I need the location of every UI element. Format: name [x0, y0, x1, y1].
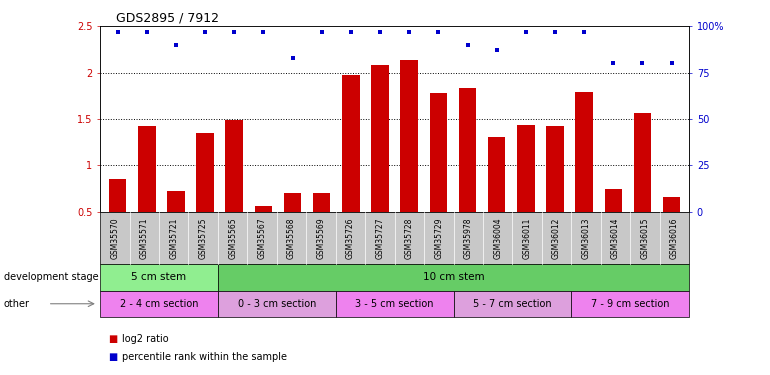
Bar: [604, 189, 622, 212]
Bar: [517, 124, 534, 212]
Text: GSM36013: GSM36013: [581, 217, 591, 259]
Bar: [342, 75, 360, 212]
Text: GSM35725: GSM35725: [199, 217, 208, 259]
Text: GSM35569: GSM35569: [316, 217, 326, 259]
Text: GSM35568: GSM35568: [287, 217, 296, 259]
Text: log2 ratio: log2 ratio: [122, 334, 169, 344]
Bar: [255, 206, 272, 212]
Text: GSM35726: GSM35726: [346, 217, 355, 259]
Text: 5 - 7 cm section: 5 - 7 cm section: [473, 299, 552, 309]
Text: GSM36011: GSM36011: [523, 217, 531, 259]
Text: GSM35729: GSM35729: [434, 217, 444, 259]
Text: 3 - 5 cm section: 3 - 5 cm section: [356, 299, 434, 309]
Text: GSM36004: GSM36004: [494, 217, 502, 259]
Text: GSM35567: GSM35567: [258, 217, 266, 259]
Bar: [371, 65, 389, 212]
Text: 5 cm stem: 5 cm stem: [132, 273, 186, 282]
Text: 7 - 9 cm section: 7 - 9 cm section: [591, 299, 669, 309]
Text: 2 - 4 cm section: 2 - 4 cm section: [120, 299, 198, 309]
Text: other: other: [4, 299, 30, 309]
Bar: [459, 87, 477, 212]
Text: 10 cm stem: 10 cm stem: [423, 273, 484, 282]
Text: GSM35728: GSM35728: [405, 217, 413, 259]
Text: ■: ■: [108, 334, 117, 344]
Text: GSM36016: GSM36016: [670, 217, 679, 259]
Text: GSM36015: GSM36015: [641, 217, 649, 259]
Bar: [634, 114, 651, 212]
Bar: [138, 126, 156, 212]
Bar: [430, 93, 447, 212]
Text: development stage: development stage: [4, 273, 99, 282]
Bar: [284, 194, 301, 212]
Text: GSM36012: GSM36012: [552, 217, 561, 259]
Text: GSM35978: GSM35978: [464, 217, 473, 259]
Bar: [663, 197, 681, 212]
Text: percentile rank within the sample: percentile rank within the sample: [122, 352, 286, 362]
Text: GSM35727: GSM35727: [376, 217, 384, 259]
Bar: [313, 194, 330, 212]
Bar: [546, 126, 564, 212]
Text: GSM36014: GSM36014: [611, 217, 620, 259]
Text: 0 - 3 cm section: 0 - 3 cm section: [238, 299, 316, 309]
Bar: [488, 137, 505, 212]
Text: GSM35721: GSM35721: [169, 217, 178, 259]
Bar: [226, 120, 243, 212]
Bar: [167, 192, 185, 212]
Text: GSM35571: GSM35571: [140, 217, 149, 259]
Bar: [196, 133, 214, 212]
Bar: [575, 92, 593, 212]
Bar: [400, 60, 418, 212]
Text: GSM35570: GSM35570: [110, 217, 119, 259]
Bar: [109, 179, 126, 212]
Text: GDS2895 / 7912: GDS2895 / 7912: [116, 11, 219, 24]
Text: GSM35565: GSM35565: [228, 217, 237, 259]
Text: ■: ■: [108, 352, 117, 362]
